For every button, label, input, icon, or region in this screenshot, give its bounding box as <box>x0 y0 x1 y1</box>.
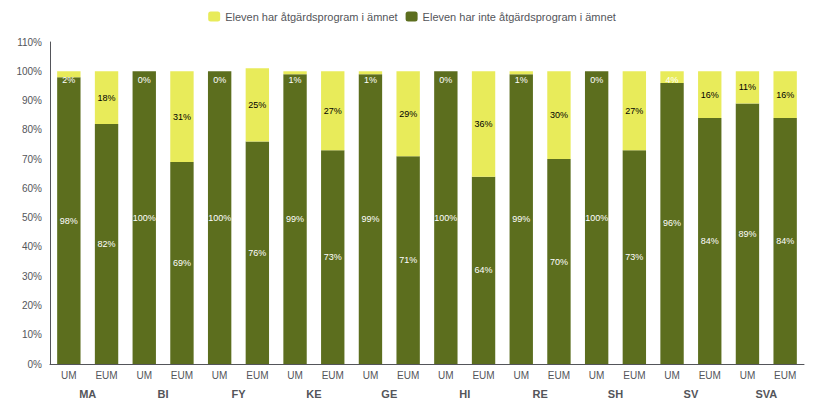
svg-text:KE: KE <box>306 388 321 400</box>
svg-text:84%: 84% <box>701 236 719 246</box>
svg-text:UM: UM <box>438 370 454 381</box>
svg-text:SV: SV <box>684 388 699 400</box>
svg-text:4%: 4% <box>666 75 679 85</box>
svg-text:GE: GE <box>381 388 397 400</box>
svg-text:69%: 69% <box>173 258 191 268</box>
svg-text:100%: 100% <box>585 213 608 223</box>
svg-text:96%: 96% <box>663 218 681 228</box>
svg-text:73%: 73% <box>625 252 643 262</box>
svg-text:Eleven har åtgärdsprogram i äm: Eleven har åtgärdsprogram i ämnet <box>225 11 397 23</box>
svg-text:99%: 99% <box>361 214 379 224</box>
svg-text:EUM: EUM <box>171 370 193 381</box>
svg-text:UM: UM <box>513 370 529 381</box>
svg-text:EUM: EUM <box>322 370 344 381</box>
svg-text:89%: 89% <box>738 229 756 239</box>
svg-text:40%: 40% <box>22 241 42 252</box>
svg-text:1%: 1% <box>364 75 377 85</box>
svg-text:EUM: EUM <box>95 370 117 381</box>
svg-text:50%: 50% <box>22 212 42 223</box>
svg-text:0%: 0% <box>213 75 226 85</box>
svg-text:UM: UM <box>664 370 680 381</box>
svg-text:20%: 20% <box>22 300 42 311</box>
svg-text:UM: UM <box>740 370 756 381</box>
svg-text:HI: HI <box>459 388 470 400</box>
svg-text:25%: 25% <box>248 100 266 110</box>
svg-text:27%: 27% <box>324 106 342 116</box>
svg-text:16%: 16% <box>701 90 719 100</box>
svg-text:SH: SH <box>608 388 623 400</box>
svg-text:EUM: EUM <box>623 370 645 381</box>
svg-text:100%: 100% <box>16 66 42 77</box>
svg-text:2%: 2% <box>62 75 75 85</box>
svg-text:FY: FY <box>231 388 246 400</box>
svg-text:EUM: EUM <box>472 370 494 381</box>
svg-text:76%: 76% <box>248 248 266 258</box>
svg-text:110%: 110% <box>17 37 42 48</box>
svg-text:82%: 82% <box>98 239 116 249</box>
svg-text:UM: UM <box>61 370 77 381</box>
svg-text:11%: 11% <box>739 82 756 92</box>
svg-text:MA: MA <box>79 388 96 400</box>
svg-text:30%: 30% <box>22 271 42 282</box>
svg-text:EUM: EUM <box>774 370 796 381</box>
svg-text:60%: 60% <box>22 183 42 194</box>
svg-text:UM: UM <box>287 370 303 381</box>
svg-text:UM: UM <box>363 370 379 381</box>
svg-text:36%: 36% <box>475 119 493 129</box>
svg-text:70%: 70% <box>22 154 42 165</box>
svg-text:0%: 0% <box>590 75 603 85</box>
svg-text:100%: 100% <box>133 213 156 223</box>
svg-text:31%: 31% <box>173 112 191 122</box>
svg-text:18%: 18% <box>98 93 116 103</box>
svg-text:100%: 100% <box>434 213 457 223</box>
svg-text:70%: 70% <box>550 257 568 267</box>
svg-text:98%: 98% <box>60 216 78 226</box>
svg-text:1%: 1% <box>515 75 528 85</box>
svg-text:1%: 1% <box>289 75 302 85</box>
svg-text:73%: 73% <box>324 252 342 262</box>
svg-text:SVA: SVA <box>755 388 777 400</box>
svg-text:100%: 100% <box>208 213 231 223</box>
svg-text:UM: UM <box>136 370 152 381</box>
svg-text:29%: 29% <box>399 109 417 119</box>
svg-text:64%: 64% <box>475 265 493 275</box>
svg-text:EUM: EUM <box>397 370 419 381</box>
svg-text:80%: 80% <box>22 124 42 135</box>
svg-text:16%: 16% <box>776 90 794 100</box>
svg-text:90%: 90% <box>22 95 42 106</box>
svg-text:EUM: EUM <box>246 370 268 381</box>
svg-text:0%: 0% <box>439 75 452 85</box>
svg-text:71%: 71% <box>399 255 417 265</box>
svg-text:UM: UM <box>212 370 228 381</box>
svg-text:27%: 27% <box>625 106 643 116</box>
svg-text:EUM: EUM <box>548 370 570 381</box>
svg-text:UM: UM <box>589 370 605 381</box>
svg-text:RE: RE <box>532 388 547 400</box>
svg-text:EUM: EUM <box>699 370 721 381</box>
svg-text:10%: 10% <box>22 329 42 340</box>
svg-text:30%: 30% <box>550 110 568 120</box>
svg-text:BI: BI <box>158 388 169 400</box>
svg-text:0%: 0% <box>28 359 43 370</box>
svg-text:0%: 0% <box>138 75 151 85</box>
svg-text:99%: 99% <box>286 214 304 224</box>
svg-text:99%: 99% <box>512 214 530 224</box>
svg-text:Eleven har inte åtgärdsprogram: Eleven har inte åtgärdsprogram i ämnet <box>423 11 616 23</box>
svg-text:84%: 84% <box>776 236 794 246</box>
